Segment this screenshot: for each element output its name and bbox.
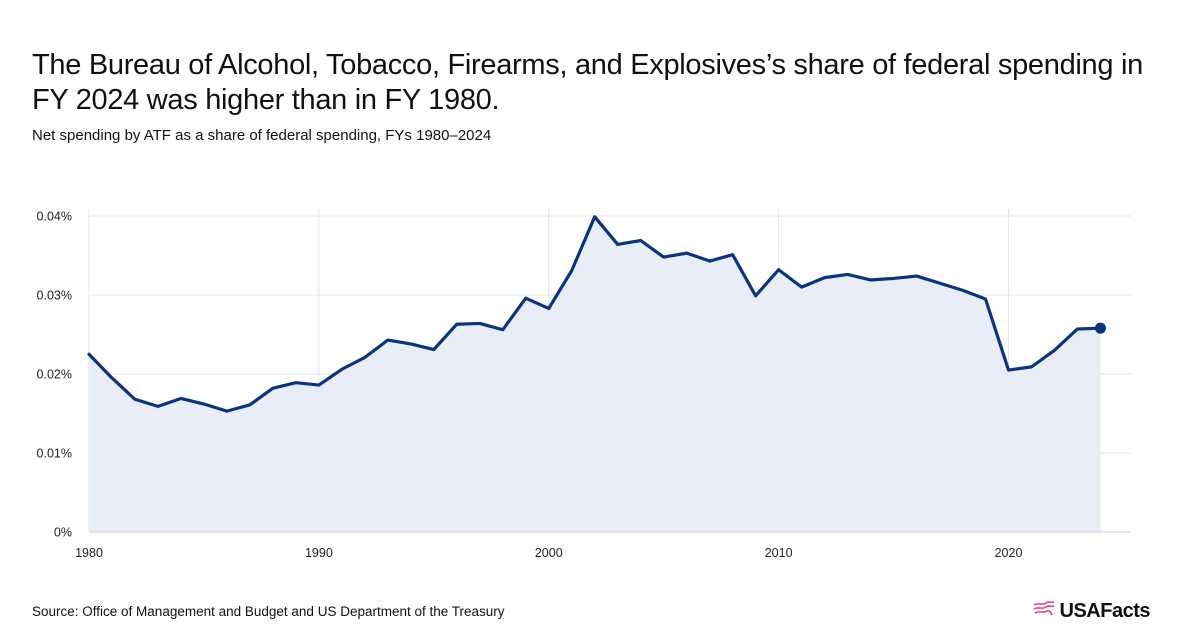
logo-text: USAFacts [1059, 600, 1151, 622]
x-tick-label: 1990 [305, 546, 333, 560]
series-area [89, 216, 1101, 533]
y-tick-label: 0.04% [37, 210, 72, 224]
x-tick-label: 1980 [75, 546, 103, 560]
y-tick-label: 0.03% [37, 289, 72, 303]
y-tick-label: 0.02% [37, 368, 72, 382]
source-note: Source: Office of Management and Budget … [32, 604, 505, 619]
end-point-marker [1094, 322, 1106, 334]
chart-subtitle: Net spending by ATF as a share of federa… [32, 127, 492, 144]
x-tick-label: 2000 [535, 546, 563, 560]
x-tick-label: 2010 [765, 546, 793, 560]
y-tick-label: 0.01% [37, 447, 72, 461]
chart-title: The Bureau of Alcohol, Tobacco, Firearms… [32, 49, 1143, 116]
y-tick-label: 0% [54, 526, 72, 540]
usa-flag-map-icon [1032, 600, 1056, 623]
usafacts-logo[interactable]: USAFacts [1032, 600, 1151, 623]
x-tick-label: 2020 [995, 546, 1023, 560]
